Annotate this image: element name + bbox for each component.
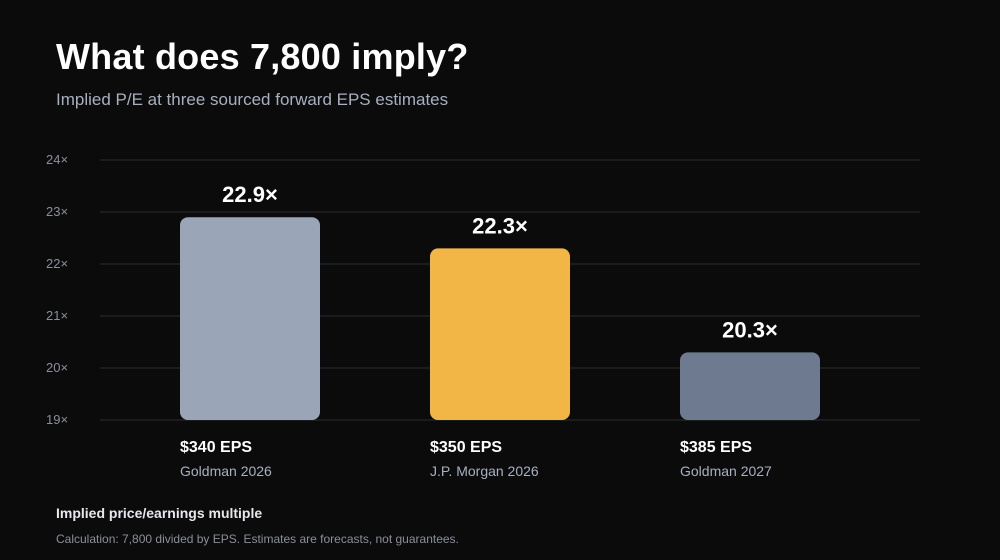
- y-tick-label: 23×: [46, 204, 68, 219]
- axis-note: Implied price/earnings multiple: [56, 505, 263, 521]
- bars: [180, 217, 820, 420]
- bar: [680, 352, 820, 420]
- y-tick-label: 24×: [46, 152, 68, 167]
- data-label: 20.3×: [722, 317, 778, 342]
- y-tick-label: 21×: [46, 308, 68, 323]
- x-sublabel: J.P. Morgan 2026: [430, 463, 539, 479]
- y-tick-label: 22×: [46, 256, 68, 271]
- y-tick-label: 19×: [46, 412, 68, 427]
- x-sublabel: Goldman 2027: [680, 463, 772, 479]
- footnote: Calculation: 7,800 divided by EPS. Estim…: [56, 532, 459, 546]
- x-axis-labels: $340 EPS Goldman 2026 $350 EPS J.P. Morgan …: [180, 439, 772, 479]
- x-category-label: $350 EPS: [430, 439, 502, 456]
- bar: [180, 217, 320, 420]
- chart-title: What does 7,800 imply?: [56, 36, 469, 77]
- y-tick-label: 20×: [46, 360, 68, 375]
- bar: [430, 248, 570, 420]
- data-label: 22.9×: [222, 182, 278, 207]
- x-category-label: $385 EPS: [680, 439, 752, 456]
- data-label: 22.3×: [472, 213, 528, 238]
- data-labels: 22.9× 22.3× 20.3×: [222, 182, 778, 342]
- y-axis-ticks: 19× 20× 21× 22× 23× 24×: [46, 152, 68, 427]
- x-category-label: $340 EPS: [180, 439, 252, 456]
- chart-subtitle: Implied P/E at three sourced forward EPS…: [56, 90, 449, 109]
- x-sublabel: Goldman 2026: [180, 463, 272, 479]
- bar-chart: 19× 20× 21× 22× 23× 24× 22.9× 22.3× 20.3× $340 …: [46, 152, 920, 479]
